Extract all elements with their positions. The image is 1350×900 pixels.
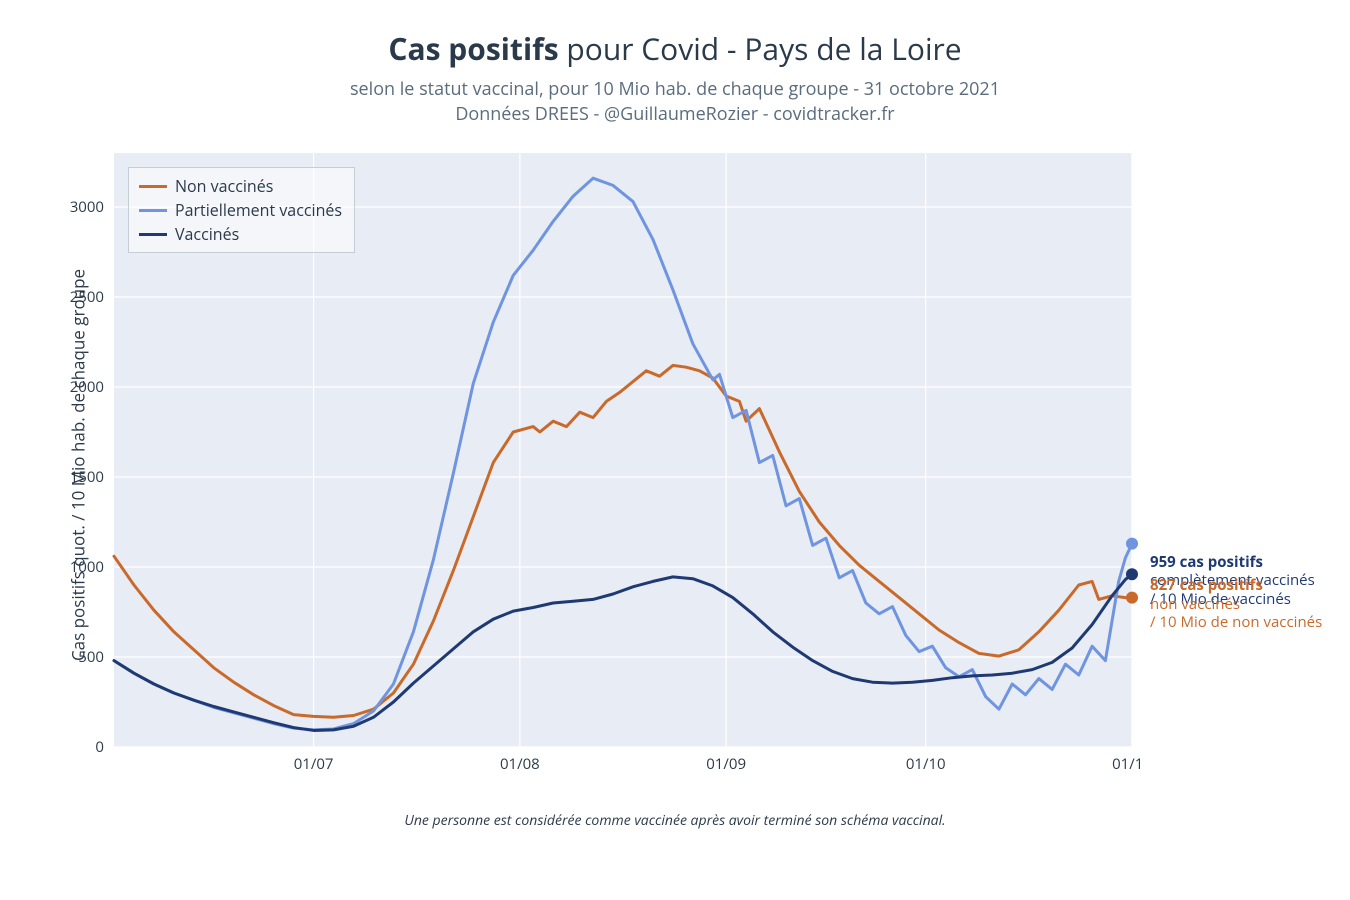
chart-title: Cas positifs pour Covid - Pays de la Loi… — [0, 28, 1350, 69]
svg-text:0: 0 — [95, 737, 104, 757]
footnote: Une personne est considérée comme vaccin… — [0, 811, 1350, 830]
svg-text:01/09: 01/09 — [706, 754, 746, 774]
end-annotation: 827 cas positifsnon vaccinés/ 10 Mio de … — [1150, 576, 1322, 632]
subtitle-line1: selon le statut vaccinal, pour 10 Mio ha… — [350, 77, 1000, 101]
legend-swatch — [139, 209, 167, 212]
chart-area: Cas positifs quot. / 10 Mio hab. de chaq… — [60, 145, 1140, 785]
title-rest: pour Covid - Pays de la Loire — [559, 28, 962, 69]
chart-subtitle: selon le statut vaccinal, pour 10 Mio ha… — [0, 77, 1350, 127]
legend-item[interactable]: Non vaccinés — [139, 174, 342, 198]
y-axis-label: Cas positifs quot. / 10 Mio hab. de chaq… — [67, 269, 90, 661]
legend-item[interactable]: Partiellement vaccinés — [139, 198, 342, 222]
svg-text:01/08: 01/08 — [500, 754, 540, 774]
legend-label: Vaccinés — [175, 223, 239, 245]
legend-label: Non vaccinés — [175, 175, 273, 197]
legend: Non vaccinésPartiellement vaccinésVaccin… — [128, 167, 355, 253]
svg-text:01/07: 01/07 — [294, 754, 334, 774]
legend-swatch — [139, 185, 167, 188]
svg-text:3000: 3000 — [70, 197, 104, 217]
legend-item[interactable]: Vaccinés — [139, 222, 342, 246]
legend-label: Partiellement vaccinés — [175, 199, 342, 221]
subtitle-line2: Données DREES - @GuillaumeRozier - covid… — [455, 102, 894, 126]
svg-text:01/10: 01/10 — [906, 754, 946, 774]
title-bold: Cas positifs — [388, 28, 558, 69]
title-block: Cas positifs pour Covid - Pays de la Loi… — [0, 0, 1350, 127]
svg-text:01/11: 01/11 — [1112, 754, 1140, 774]
legend-swatch — [139, 233, 167, 236]
